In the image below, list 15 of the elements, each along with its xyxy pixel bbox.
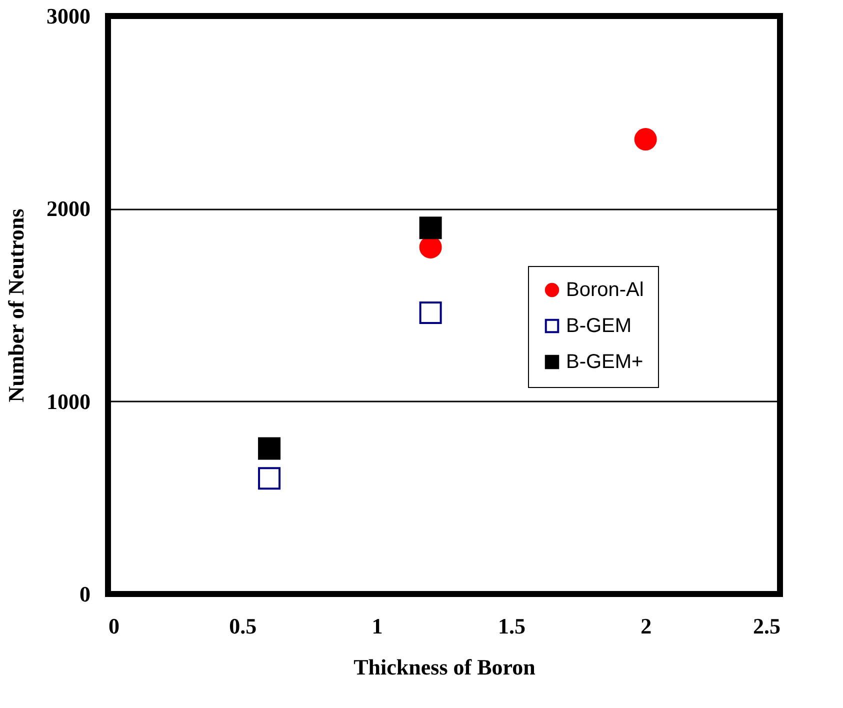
x-tick-label: 1.5 (498, 614, 526, 638)
x-tick-label: 2.5 (753, 614, 780, 638)
legend-label: Boron-Al (566, 279, 644, 301)
x-tick-label: 0.5 (229, 614, 257, 638)
y-tick-label: 2000 (46, 196, 90, 222)
x-tick-label: 0 (108, 614, 120, 638)
y-tick-label: 1000 (46, 388, 90, 414)
y-tick-label: 3000 (46, 4, 90, 28)
y-axis-title: Number of Neutrons (4, 208, 28, 402)
legend-label: B-GEM+ (566, 351, 644, 373)
y-tick-label: 0 (80, 582, 90, 606)
x-tick-label: 1 (372, 614, 383, 638)
legend-label: B-GEM (566, 315, 632, 337)
x-axis-title: Thickness of Boron (354, 654, 536, 680)
x-tick-label: 2 (640, 614, 652, 638)
